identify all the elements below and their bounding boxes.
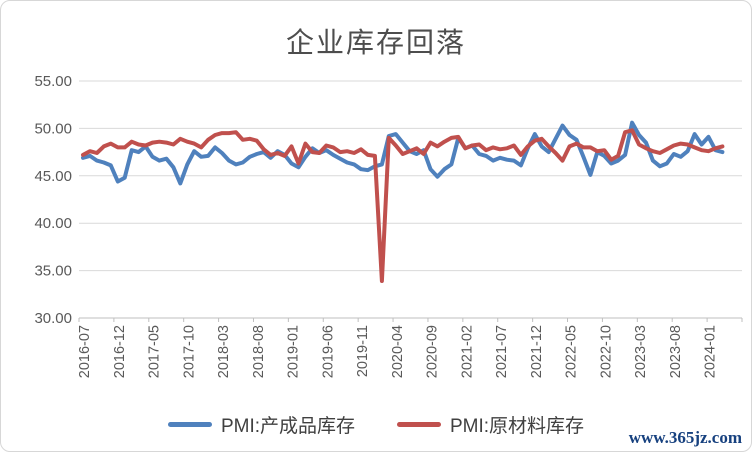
legend-label-raw-materials: PMI:原材料库存 — [450, 416, 585, 437]
legend-swatch-finished-goods-icon — [167, 422, 212, 427]
svg-text:2017-05: 2017-05 — [147, 325, 163, 378]
svg-text:2022-05: 2022-05 — [564, 325, 580, 378]
svg-text:2021-07: 2021-07 — [494, 325, 510, 378]
svg-text:2020-04: 2020-04 — [390, 325, 406, 378]
svg-text:55.00: 55.00 — [34, 73, 72, 90]
x-axis-ticks — [78, 318, 743, 322]
svg-text:2018-08: 2018-08 — [251, 325, 267, 378]
watermark: www.365jz.com — [628, 428, 742, 447]
svg-text:30.00: 30.00 — [34, 310, 72, 327]
svg-text:2016-12: 2016-12 — [112, 325, 128, 378]
legend: PMI:产成品库存 PMI:原材料库存 — [1, 411, 751, 438]
svg-text:40.00: 40.00 — [34, 215, 72, 232]
y-axis-labels: 55.00 50.00 45.00 40.00 35.00 30.00 — [34, 73, 72, 327]
chart-title: 企业库存回落 — [285, 28, 466, 59]
svg-text:2023-03: 2023-03 — [633, 325, 649, 378]
svg-text:2018-03: 2018-03 — [216, 325, 232, 378]
svg-text:45.00: 45.00 — [34, 168, 72, 185]
legend-item-finished-goods: PMI:产成品库存 — [167, 411, 355, 438]
svg-text:50.00: 50.00 — [34, 120, 72, 137]
svg-text:2023-08: 2023-08 — [668, 325, 684, 378]
gridlines — [79, 80, 742, 319]
svg-text:2021-02: 2021-02 — [459, 325, 475, 378]
svg-text:2024-01: 2024-01 — [703, 325, 719, 378]
svg-text:2022-10: 2022-10 — [598, 325, 614, 378]
svg-text:2021-12: 2021-12 — [529, 325, 545, 378]
legend-swatch-raw-materials-icon — [397, 422, 441, 427]
svg-text:2019-11: 2019-11 — [355, 325, 371, 377]
series-line-finished-goods — [81, 120, 725, 186]
svg-text:35.00: 35.00 — [34, 263, 72, 280]
legend-label-finished-goods: PMI:产成品库存 — [220, 416, 355, 437]
svg-text:2020-09: 2020-09 — [425, 325, 441, 378]
series-line-raw-materials — [81, 128, 725, 283]
svg-text:2017-10: 2017-10 — [181, 325, 197, 378]
svg-text:2016-07: 2016-07 — [77, 325, 93, 378]
legend-item-raw-materials: PMI:原材料库存 — [397, 411, 584, 438]
svg-text:2019-01: 2019-01 — [286, 325, 302, 378]
x-axis-labels: 2016-07 2016-12 2017-05 2017-10 2018-03 2018-… — [77, 325, 719, 378]
svg-text:2019-06: 2019-06 — [320, 325, 336, 378]
